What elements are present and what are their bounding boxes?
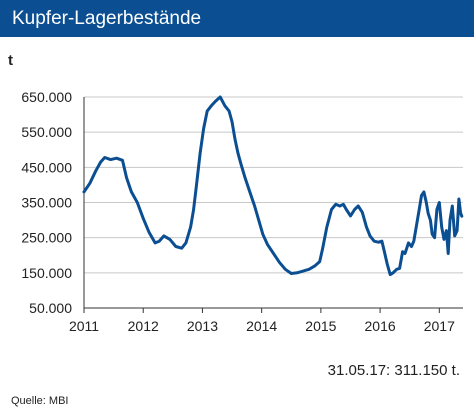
y-tick-label: 550.000 xyxy=(21,124,72,140)
series-line-copper-stocks xyxy=(82,95,464,277)
x-tick-label: 2011 xyxy=(69,318,99,334)
x-tick-label: 2013 xyxy=(187,318,218,334)
y-tick-labels: 50.000 150.000 250.000 350.000 450.000 550.00… xyxy=(21,89,72,316)
source-label: Quelle: MBI xyxy=(11,395,69,407)
x-tick-label: 2015 xyxy=(305,318,336,334)
y-tick-label: 650.000 xyxy=(21,89,72,105)
x-tick-labels: 2011 2012 2013 2014 2015 2016 2017 xyxy=(69,308,455,334)
x-tick-label: 2012 xyxy=(128,318,159,334)
chart-title: Kupfer-Lagerbestände xyxy=(12,8,202,29)
y-tick-label: 150.000 xyxy=(21,265,72,281)
x-tick-label: 2016 xyxy=(365,318,396,334)
latest-value-note: 31.05.17: 311.150 t. xyxy=(327,362,460,379)
y-tick-label: 350.000 xyxy=(21,195,72,211)
chart-title-bar: Kupfer-Lagerbestände xyxy=(0,0,474,37)
y-axis-unit-label: t xyxy=(8,52,13,69)
y-tick-label: 450.000 xyxy=(21,159,72,175)
x-tick-label: 2014 xyxy=(246,318,277,334)
x-tick-label: 2017 xyxy=(424,318,455,334)
grid-lines xyxy=(84,96,463,274)
y-tick-label: 50.000 xyxy=(29,300,72,316)
y-tick-label: 250.000 xyxy=(21,230,72,246)
